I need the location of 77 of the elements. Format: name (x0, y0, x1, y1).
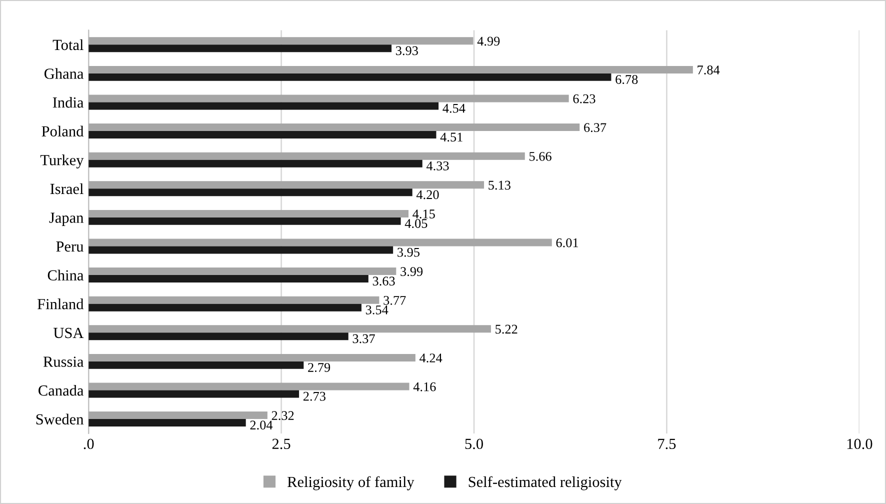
y-tick-label: Finland (37, 298, 84, 310)
bar (88, 296, 380, 304)
y-tick-label: India (52, 96, 84, 108)
x-tick-label: 10.0 (847, 438, 872, 450)
y-tick-label: Poland (42, 126, 84, 136)
data-label: 6.23 (573, 94, 596, 104)
bar (88, 304, 362, 312)
x-tick-label: 7.5 (658, 438, 676, 450)
y-tick-label: Turkey (40, 154, 84, 168)
bar (88, 419, 246, 427)
data-label: 2.79 (308, 363, 330, 372)
data-label: 4.05 (404, 219, 428, 228)
data-label: 6.78 (616, 75, 638, 84)
data-label: 3.99 (400, 267, 423, 276)
data-label: 4.16 (413, 382, 436, 392)
data-label: 7.84 (698, 66, 720, 74)
bar (88, 102, 439, 110)
bar (88, 246, 394, 254)
bar (88, 325, 491, 333)
bar (88, 268, 396, 276)
y-tick-label: Japan (49, 212, 84, 226)
x-tick-label: .0 (84, 438, 94, 450)
y-tick-label: USA (53, 328, 84, 338)
bar (88, 37, 474, 45)
data-label: 4.15 (412, 210, 435, 218)
y-tick-label: Ghana (44, 68, 84, 79)
data-label: 5.22 (496, 324, 518, 334)
bar (88, 332, 348, 340)
data-label: 6.37 (584, 123, 606, 132)
y-tick-label: Russia (43, 356, 84, 367)
bar (88, 44, 392, 52)
data-label: 4.54 (442, 104, 466, 113)
y-tick-label: Total (52, 39, 84, 50)
data-label: 3.77 (384, 296, 406, 305)
bar (88, 354, 416, 362)
bar (88, 73, 612, 81)
y-tick-label: Canada (38, 384, 84, 396)
bar (88, 217, 401, 225)
y-tick-label: Israel (50, 183, 84, 194)
bar (88, 238, 552, 246)
data-label: 3.95 (398, 248, 420, 257)
data-label: 3.93 (396, 46, 418, 56)
data-label: 6.01 (556, 238, 578, 248)
data-label: 2.32 (272, 411, 294, 420)
data-label: 3.54 (366, 305, 388, 314)
legend-label: Self-estimated religiosity (468, 476, 622, 490)
data-label: 4.51 (440, 132, 462, 142)
data-label: 4.33 (426, 161, 449, 170)
bar (88, 210, 408, 218)
bar (88, 181, 484, 189)
bar (88, 152, 525, 160)
legend-label: Religiosity of family (288, 476, 414, 490)
x-tick-label: 2.5 (272, 438, 290, 450)
y-tick-label: Peru (56, 242, 84, 252)
bar (88, 390, 300, 398)
data-label: 4.20 (416, 190, 439, 200)
data-label: 2.04 (250, 420, 273, 430)
data-label: 2.73 (303, 392, 326, 401)
data-label: 4.99 (477, 36, 500, 46)
data-label: 3.63 (372, 276, 395, 286)
data-label: 5.66 (530, 152, 552, 161)
bar (88, 412, 268, 420)
bar (88, 94, 569, 102)
data-label: 4.24 (420, 354, 442, 362)
bar (88, 275, 368, 283)
bar (88, 124, 580, 132)
bar (88, 66, 693, 74)
bar (88, 188, 412, 196)
x-tick-label: 5.0 (465, 438, 483, 450)
bar (88, 160, 422, 168)
bar (88, 382, 410, 390)
bar (88, 131, 436, 139)
bar (88, 361, 304, 369)
y-tick-label: Sweden (36, 414, 84, 424)
y-tick-label: China (48, 270, 84, 280)
data-label: 5.13 (488, 180, 510, 190)
data-label: 3.37 (352, 334, 375, 344)
